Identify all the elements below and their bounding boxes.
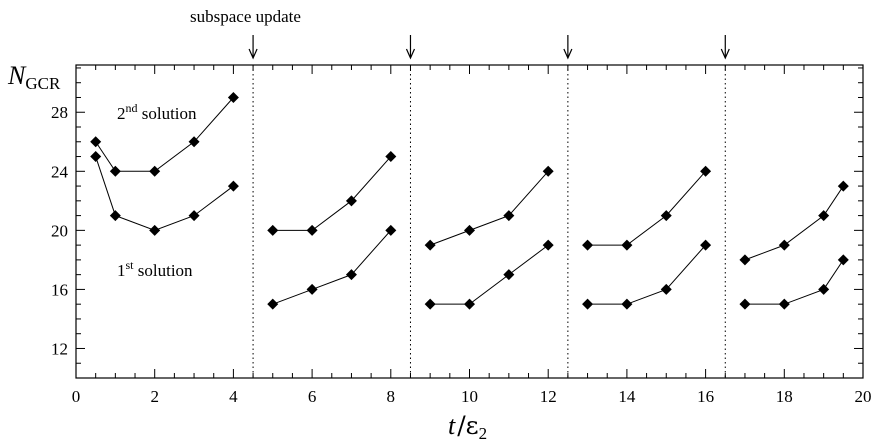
data-point [739, 254, 751, 266]
series-line-1st [430, 244, 549, 305]
data-point [424, 298, 436, 310]
data-point [188, 210, 200, 222]
data-point [188, 136, 200, 148]
data-point [542, 165, 554, 177]
data-point [464, 224, 475, 236]
subspace-update-arrow-head [563, 48, 573, 60]
subspace-update-arrows [248, 35, 730, 60]
series-line-2nd [429, 170, 549, 246]
data-point [837, 254, 849, 266]
y-tick-label: 16 [51, 280, 68, 299]
data-point [582, 298, 594, 310]
data-point [542, 239, 554, 251]
data-point [345, 269, 357, 281]
data-point [385, 151, 397, 163]
data-point [464, 298, 475, 310]
data-point [660, 210, 672, 222]
series-label-1st: 1st solution [117, 258, 193, 280]
y-axis-label: NGCR [7, 61, 61, 93]
data-point [227, 91, 239, 103]
series-line-2nd [744, 185, 844, 261]
data-point [582, 239, 594, 251]
series-line-1st [744, 259, 844, 305]
data-point [109, 210, 121, 222]
data-point [227, 180, 239, 192]
x-axis-label: t/ε2 [448, 411, 487, 443]
subspace-update-arrow-head [720, 48, 730, 60]
y-tick-label: 24 [51, 162, 69, 181]
series-line-2nd [272, 156, 392, 231]
data-point [267, 298, 279, 310]
data-point [385, 224, 397, 236]
x-tick-label: 14 [618, 387, 636, 406]
data-point [818, 283, 830, 295]
x-tick-label: 8 [387, 387, 396, 406]
series-line-1st [587, 244, 706, 305]
data-point [149, 165, 161, 177]
data-point [90, 151, 102, 163]
data-point [739, 298, 751, 310]
series-line-2nd [587, 170, 706, 246]
subspace-update-arrow-head [248, 48, 258, 60]
x-tick-label: 10 [461, 387, 478, 406]
plot-frame [75, 64, 864, 379]
data-point [778, 239, 790, 251]
y-tick-label: 28 [51, 103, 68, 122]
data-point [700, 239, 712, 251]
data-point [700, 165, 712, 177]
x-tick-label: 2 [150, 387, 159, 406]
x-tick-label: 6 [308, 387, 317, 406]
x-tick-label: 20 [855, 387, 872, 406]
data-point [503, 269, 515, 281]
x-tick-label: 18 [776, 387, 793, 406]
series-label-2nd: 2nd solution [117, 101, 197, 123]
x-tick-label: 0 [72, 387, 81, 406]
data-point [503, 210, 515, 222]
data-point [818, 210, 830, 222]
x-tick-label: 4 [229, 387, 238, 406]
x-tick-label: 12 [540, 387, 557, 406]
y-tick-label: 20 [51, 221, 68, 240]
data-point [621, 239, 633, 251]
data-point [424, 239, 436, 251]
subspace-update-label: subspace update [190, 7, 301, 26]
x-tick-label: 16 [697, 387, 714, 406]
data-point [778, 298, 790, 310]
data-point [345, 195, 357, 207]
data-point [109, 165, 121, 177]
subspace-update-arrow-head [405, 48, 416, 60]
data-point [267, 224, 279, 236]
axis-ticks [75, 65, 864, 379]
data-point [660, 283, 672, 295]
data-point [621, 298, 633, 310]
data-point [837, 180, 849, 192]
y-tick-label: 12 [51, 339, 68, 358]
data-point [90, 136, 102, 148]
series-group [90, 91, 849, 310]
series-line-1st [272, 230, 392, 305]
data-point [306, 283, 318, 295]
data-point [149, 224, 161, 236]
data-point [306, 224, 318, 236]
